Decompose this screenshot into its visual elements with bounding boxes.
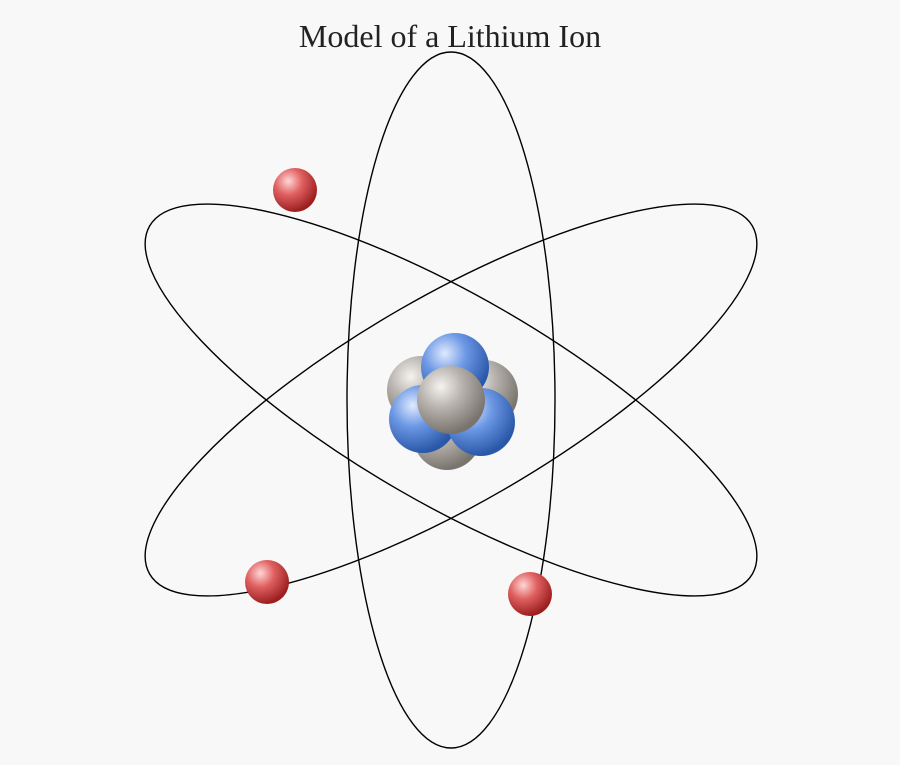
- neutron-3: [417, 366, 485, 434]
- diagram-container: Model of a Lithium Ion: [0, 0, 900, 765]
- electron-2: [508, 572, 552, 616]
- atom-diagram: [0, 0, 900, 765]
- electron-1: [245, 560, 289, 604]
- electron-0: [273, 168, 317, 212]
